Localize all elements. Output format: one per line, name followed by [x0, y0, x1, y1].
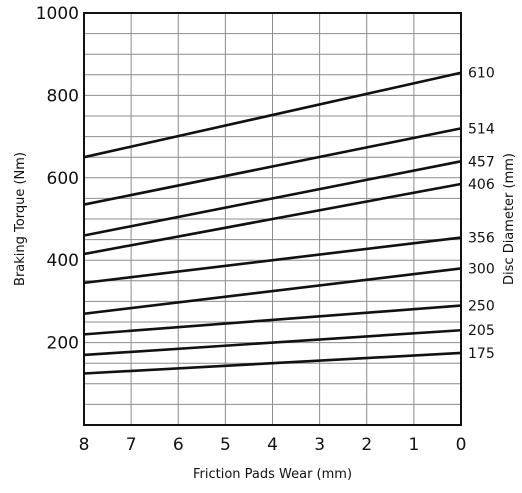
x-tick-label: 5 — [220, 435, 231, 455]
x-tick-label: 8 — [79, 435, 90, 455]
right-axis-title: Disc Diameter (mm) — [502, 153, 517, 285]
x-tick-label: 6 — [173, 435, 184, 455]
series-lines — [83, 71, 462, 375]
series-label-250: 250 — [468, 299, 495, 315]
x-axis-title: Friction Pads Wear (mm) — [193, 467, 352, 482]
series-label-406: 406 — [468, 177, 495, 193]
series-line-175 — [83, 351, 462, 375]
series-label-356: 356 — [468, 231, 495, 247]
series-label-205: 205 — [468, 323, 495, 339]
x-tick-label: 1 — [408, 435, 419, 455]
series-label-610: 610 — [468, 66, 495, 82]
series-label-300: 300 — [468, 261, 495, 277]
y-axis-title: Braking Torque (Nm) — [13, 152, 28, 286]
x-tick-label: 0 — [456, 435, 467, 455]
y-tick-labels: 1000 800 600 400 200 — [36, 4, 79, 354]
y-tick-label: 800 — [47, 86, 79, 106]
x-tick-label: 2 — [361, 435, 372, 455]
series-label-457: 457 — [468, 154, 495, 170]
y-tick-label: 400 — [47, 251, 79, 271]
series-label-514: 514 — [468, 121, 495, 137]
y-tick-label: 600 — [47, 169, 79, 189]
series-line-457 — [83, 160, 462, 237]
y-tick-label: 200 — [47, 334, 79, 354]
series-label-175: 175 — [468, 346, 495, 362]
x-tick-labels: 8 7 6 5 4 3 2 1 0 — [79, 435, 467, 455]
series-labels: 610 514 457 406 356 300 250 205 175 — [468, 66, 495, 362]
series-line-205 — [83, 328, 462, 357]
series-line-610 — [83, 71, 462, 159]
series-line-356 — [83, 236, 462, 285]
x-tick-label: 3 — [314, 435, 325, 455]
series-line-250 — [83, 304, 462, 336]
plot-frame — [83, 12, 462, 426]
series-line-300 — [83, 267, 462, 316]
series-line-406 — [83, 182, 462, 256]
x-tick-label: 7 — [126, 435, 137, 455]
x-tick-label: 4 — [267, 435, 278, 455]
y-tick-label: 1000 — [36, 4, 79, 24]
series-line-514 — [83, 127, 462, 206]
